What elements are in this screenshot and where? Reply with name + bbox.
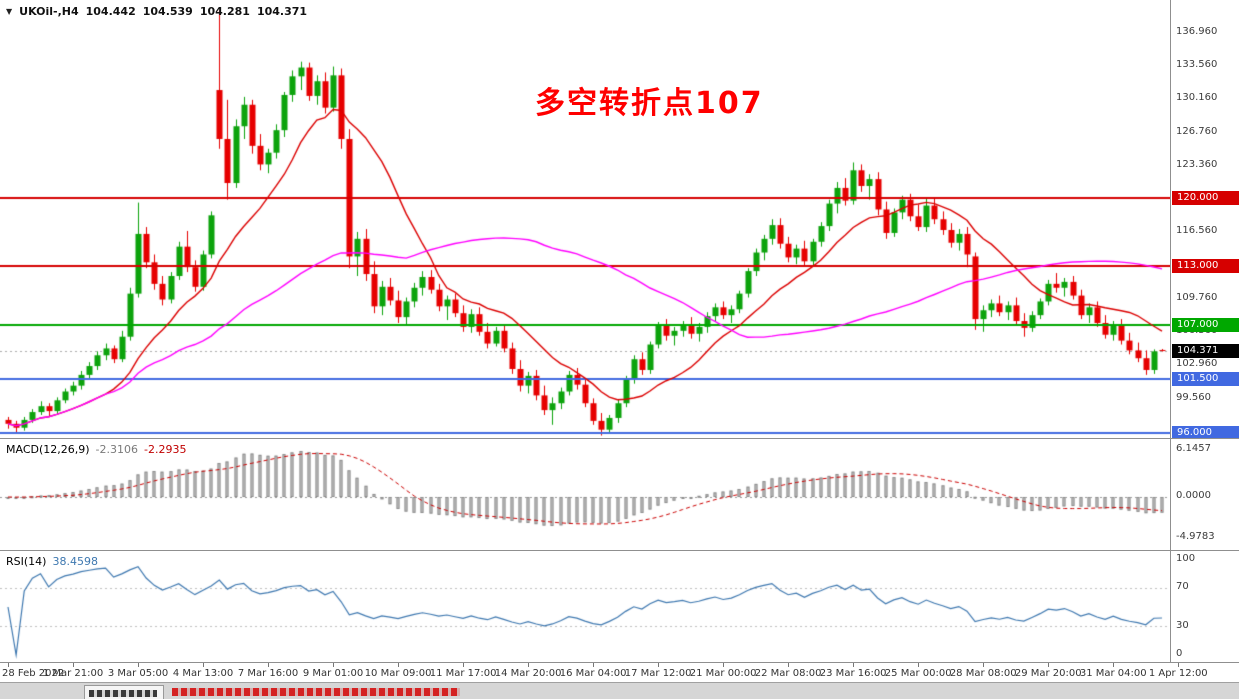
time-tick (268, 663, 269, 667)
time-tick (723, 663, 724, 667)
main-chart-panel: ▼ UKOil-,H4 104.442 104.539 104.281 104.… (0, 0, 1239, 440)
time-tick (8, 663, 9, 667)
price-tick: 133.560 (1176, 58, 1218, 70)
macd-axis: 6.1457 0.0000 -4.9783 (1170, 439, 1239, 550)
price-tick: 116.560 (1176, 225, 1218, 237)
time-tick (463, 663, 464, 667)
time-tick (918, 663, 919, 667)
time-label: 3 Mar 05:00 (107, 668, 169, 679)
level-price-badge: 96.000 (1172, 425, 1239, 440)
time-label: 10 Mar 09:00 (364, 668, 432, 679)
time-label: 11 Mar 17:00 (429, 668, 497, 679)
time-tick (1178, 663, 1179, 667)
chart-tab[interactable] (84, 685, 164, 699)
time-tick (528, 663, 529, 667)
time-label: 4 Mar 13:00 (172, 668, 234, 679)
annotation-text: 多空转折点107 (535, 86, 764, 121)
price-tick: 123.360 (1176, 158, 1218, 170)
time-label: 25 Mar 00:00 (884, 668, 952, 679)
price-axis: 136.960133.560130.160126.760123.360119.9… (1170, 0, 1239, 440)
time-tick (138, 663, 139, 667)
macd-name: MACD(12,26,9) (6, 443, 90, 456)
current-price-badge: 104.371 (1172, 343, 1239, 358)
time-tick (658, 663, 659, 667)
macd-axis-label: -4.9783 (1176, 531, 1215, 542)
rsi-value: 38.4598 (52, 555, 98, 568)
time-label: 17 Mar 12:00 (624, 668, 692, 679)
time-tick (853, 663, 854, 667)
time-label: 7 Mar 16:00 (237, 668, 299, 679)
time-label: 29 Mar 20:00 (1014, 668, 1082, 679)
time-label: 1 Mar 21:00 (42, 668, 104, 679)
level-price-badge: 113.000 (1172, 259, 1239, 274)
rsi-label: RSI(14) 38.4598 (6, 555, 98, 568)
time-label: 21 Mar 00:00 (689, 668, 757, 679)
price-tick: 102.960 (1176, 358, 1218, 370)
time-tick (1048, 663, 1049, 667)
level-price-badge: 101.500 (1172, 371, 1239, 386)
rsi-name: RSI(14) (6, 555, 47, 568)
time-tick (788, 663, 789, 667)
high-value: 104.539 (142, 5, 193, 18)
time-label: 1 Apr 12:00 (1148, 668, 1208, 679)
time-label: 31 Mar 04:00 (1079, 668, 1147, 679)
time-label: 28 Feb 2022 (2, 668, 65, 679)
rsi-panel: RSI(14) 38.4598 100 70 30 0 (0, 550, 1239, 662)
rsi-axis-label: 70 (1176, 581, 1189, 592)
macd-signal-value: -2.2935 (144, 443, 187, 456)
price-tick: 126.760 (1176, 125, 1218, 137)
time-label: 22 Mar 08:00 (754, 668, 822, 679)
time-tick (333, 663, 334, 667)
open-value: 104.442 (85, 5, 136, 18)
time-tick (983, 663, 984, 667)
macd-axis-label: 6.1457 (1176, 443, 1211, 454)
time-label: 28 Mar 08:00 (949, 668, 1017, 679)
close-value: 104.371 (256, 5, 308, 18)
bottom-bar (0, 682, 1239, 699)
price-tick: 130.160 (1176, 92, 1218, 104)
time-tick (593, 663, 594, 667)
price-tick: 136.960 (1176, 25, 1218, 37)
rsi-axis: 100 70 30 0 (1170, 551, 1239, 662)
price-tick: 109.760 (1176, 291, 1218, 303)
macd-main-value: -2.3106 (95, 443, 139, 456)
rsi-axis-label: 100 (1176, 553, 1196, 564)
rsi-axis-label: 30 (1176, 620, 1189, 631)
time-label: 9 Mar 01:00 (302, 668, 364, 679)
symbol-period-label: UKOil-,H4 (19, 5, 79, 18)
time-label: 23 Mar 16:00 (819, 668, 887, 679)
macd-chart-canvas[interactable] (0, 439, 1170, 550)
macd-label: MACD(12,26,9) -2.3106 -2.2935 (6, 443, 186, 456)
time-label: 14 Mar 20:00 (494, 668, 562, 679)
macd-panel: MACD(12,26,9) -2.3106 -2.2935 6.1457 0.0000… (0, 438, 1239, 550)
time-tick (73, 663, 74, 667)
time-axis: 28 Feb 2022 1 Mar 21:00 3 Mar 05:00 4 Mar 1… (0, 662, 1239, 682)
level-price-badge: 107.000 (1172, 317, 1239, 332)
chart-title: ▼ UKOil-,H4 104.442 104.539 104.281 104.… (6, 5, 307, 18)
main-chart-canvas[interactable] (0, 0, 1170, 438)
time-tick (1113, 663, 1114, 667)
rsi-chart-canvas[interactable] (0, 551, 1170, 662)
chart-tab-text-blur (89, 690, 157, 697)
rsi-axis-label: 0 (1176, 648, 1183, 659)
time-tick (203, 663, 204, 667)
red-notice-text-blur (172, 688, 460, 696)
level-price-badge: 120.000 (1172, 190, 1239, 205)
low-value: 104.281 (199, 5, 250, 18)
time-tick (398, 663, 399, 667)
price-tick: 99.560 (1176, 391, 1211, 403)
chevron-down-icon[interactable]: ▼ (6, 7, 13, 16)
macd-axis-label: 0.0000 (1176, 490, 1211, 501)
time-label: 16 Mar 04:00 (559, 668, 627, 679)
